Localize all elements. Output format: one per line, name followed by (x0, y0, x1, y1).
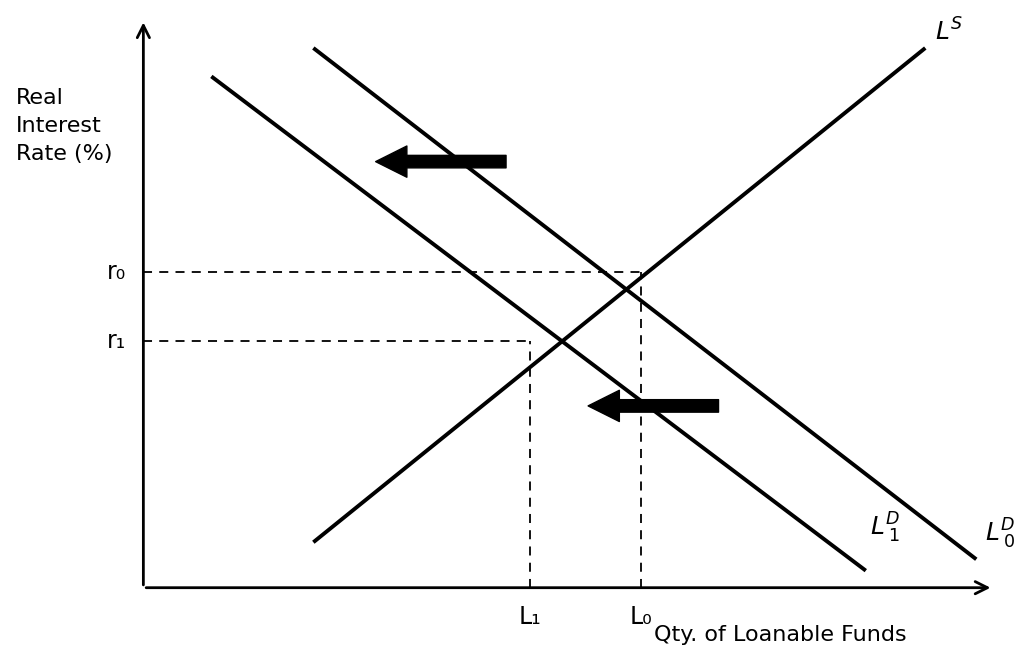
Text: $L^D_{\;1}$: $L^D_{\;1}$ (870, 511, 900, 545)
Text: r₁: r₁ (108, 328, 126, 353)
Text: r₀: r₀ (108, 261, 126, 285)
Text: $L^S$: $L^S$ (936, 18, 964, 45)
Text: L₁: L₁ (519, 605, 542, 629)
Text: $L^D_{\;0}$: $L^D_{\;0}$ (985, 517, 1016, 550)
Text: L₀: L₀ (629, 605, 652, 629)
Text: Real
Interest
Rate (%): Real Interest Rate (%) (16, 88, 113, 164)
Text: Qty. of Loanable Funds: Qty. of Loanable Funds (654, 625, 907, 645)
